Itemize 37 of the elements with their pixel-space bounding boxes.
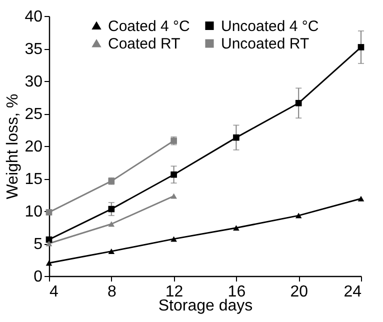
point: [170, 236, 177, 242]
point: [46, 236, 52, 243]
y-tick-label: 5: [34, 236, 43, 253]
x-tick-label: 4: [50, 284, 58, 300]
point: [233, 134, 240, 141]
point: [358, 44, 364, 50]
point: [233, 225, 240, 231]
y-tick-label: 10: [24, 204, 43, 220]
x-axis-title: Storage days: [158, 298, 253, 314]
y-tick-label: 20: [24, 138, 43, 156]
point: [358, 196, 364, 202]
point: [295, 100, 302, 106]
y-tick-label: 40: [24, 8, 43, 26]
y-tick-label: 25: [24, 106, 43, 123]
point: [108, 221, 115, 227]
point: [108, 206, 115, 212]
point: [295, 212, 302, 218]
point: [170, 193, 177, 199]
x-tick-label: 16: [228, 284, 246, 300]
point: [170, 171, 177, 178]
point: [46, 240, 52, 246]
legend-label: Uncoated 4 °C: [221, 18, 319, 35]
x-tick-label: 12: [165, 284, 184, 300]
legend-label: Coated 4 °C: [108, 18, 190, 35]
x-tick-label: 8: [107, 284, 116, 300]
point: [108, 248, 115, 254]
y-tick-label: 0: [34, 268, 43, 286]
legend-label: Coated RT: [108, 36, 180, 52]
x-tick-label: 24: [344, 284, 362, 300]
y-tick-label: 30: [24, 74, 43, 90]
legend-label: Uncoated RT: [221, 36, 310, 52]
point: [46, 260, 52, 266]
point: [46, 209, 52, 216]
y-tick-label: 15: [24, 171, 43, 188]
y-axis-title: Weight loss, %: [4, 94, 22, 200]
y-tick-label: 35: [24, 41, 43, 58]
x-tick-label: 20: [290, 284, 308, 300]
